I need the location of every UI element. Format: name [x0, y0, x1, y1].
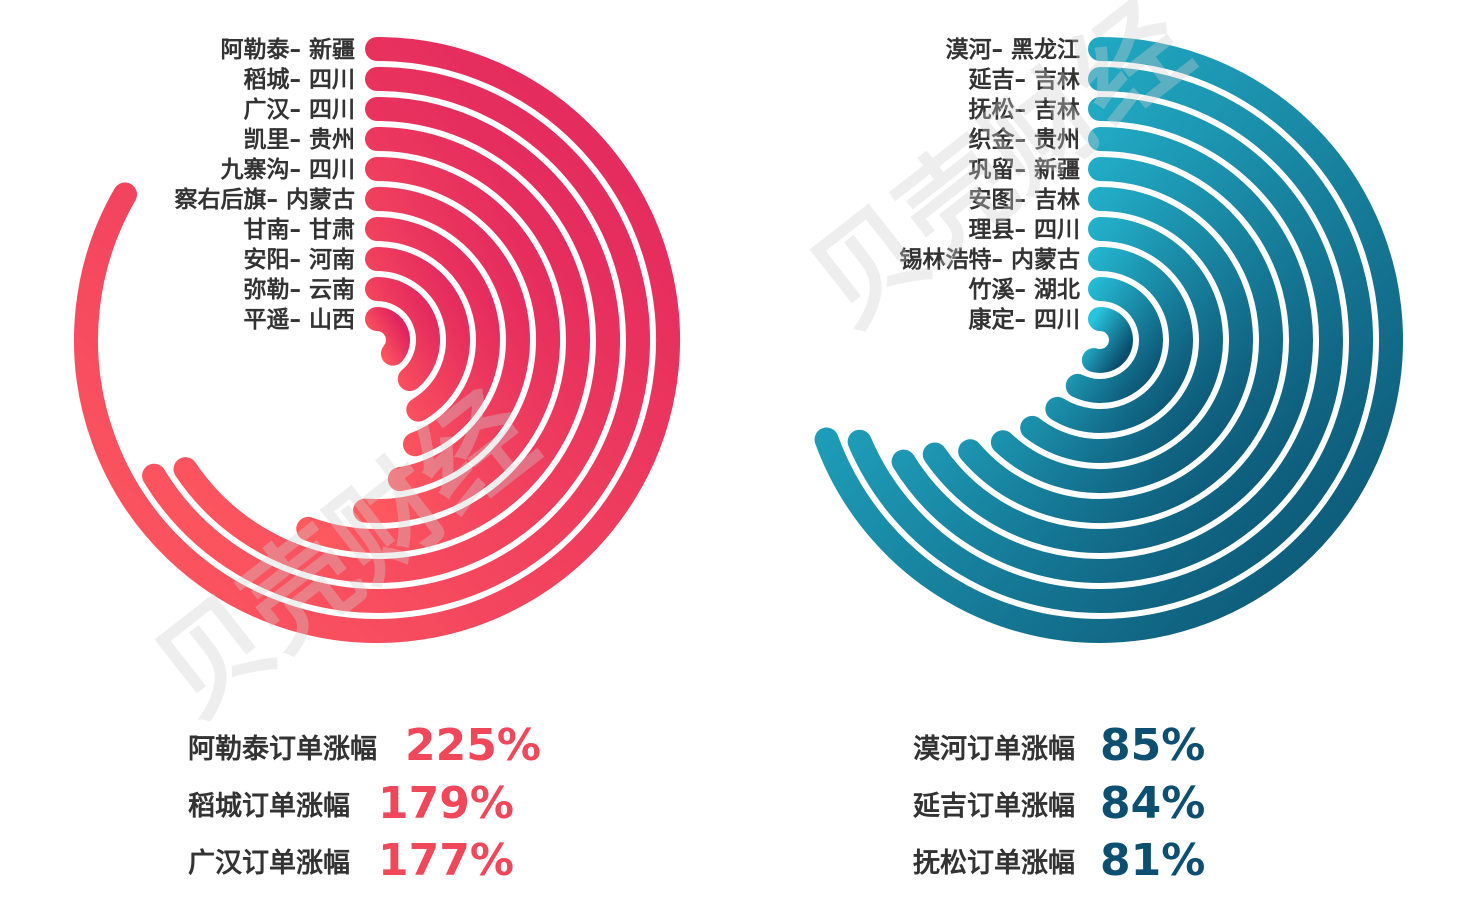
arc-bar [365, 217, 500, 457]
arc-bar [1065, 277, 1163, 403]
arc-bar [814, 37, 1403, 643]
arc-bar [365, 247, 470, 422]
left-highlight-2-value: 179% [378, 778, 514, 829]
right-highlight-1-label: 漠河订单涨幅 [913, 734, 1075, 765]
category-label: 察右后旗– 内蒙古 [174, 186, 355, 213]
arc-bar [296, 127, 590, 553]
category-label: 竹溪– 湖北 [967, 276, 1080, 303]
category-label: 锡林浩特– 内蒙古 [899, 246, 1080, 273]
arc-bar [1045, 247, 1193, 433]
category-label: 阿勒泰– 新疆 [220, 36, 355, 63]
category-label: 延吉– 吉林 [967, 66, 1080, 93]
right-highlight-2-value: 84% [1100, 778, 1205, 829]
left-highlight-2-label: 稻城订单涨幅 [188, 791, 350, 822]
arc-bar [365, 187, 530, 492]
category-label: 安阳– 河南 [243, 246, 355, 273]
category-label: 九寨沟– 四川 [219, 156, 355, 183]
category-label: 稻城– 四川 [243, 66, 355, 93]
arc-bar [1081, 307, 1133, 373]
left-highlights: 阿勒泰订单涨幅 225% 稻城订单涨幅 179% 广汉订单涨幅 177% [188, 720, 541, 886]
category-label: 抚松– 吉林 [968, 96, 1080, 123]
left-highlight-1-label: 阿勒泰订单涨幅 [188, 734, 377, 765]
right-highlights: 漠河订单涨幅 85% 延吉订单涨幅 84% 抚松订单涨幅 81% [912, 720, 1205, 886]
right-highlight-1-value: 85% [1100, 720, 1205, 771]
right-highlight-2-label: 延吉订单涨幅 [912, 791, 1075, 822]
right-highlight-3-value: 81% [1100, 835, 1205, 886]
arc-bar [891, 97, 1343, 583]
left-highlight-3-label: 广汉订单涨幅 [188, 848, 350, 879]
arc-bar [365, 307, 410, 366]
category-label: 理县– 四川 [968, 217, 1080, 243]
arc-bar [990, 187, 1253, 493]
left-highlight-1-value: 225% [405, 720, 541, 771]
category-label: 弥勒– 云南 [243, 276, 355, 303]
left-highlight-3-value: 177% [378, 835, 514, 886]
category-label: 凯里– 贵州 [243, 127, 355, 153]
category-label: 漠河– 黑龙江 [945, 37, 1080, 63]
category-label: 康定– 四川 [968, 306, 1080, 333]
arc-bar [958, 157, 1283, 523]
category-label: 织金– 贵州 [968, 126, 1080, 153]
arc-bar [74, 37, 680, 643]
category-label: 安图– 吉林 [968, 186, 1080, 213]
arc-bar [922, 127, 1313, 553]
right-highlight-3-label: 抚松订单涨幅 [913, 848, 1075, 879]
category-label: 平遥– 山西 [243, 307, 355, 333]
arc-bar [142, 67, 650, 613]
arc-bar [1020, 217, 1223, 463]
arc-bar [173, 97, 620, 583]
category-label: 巩留– 新疆 [968, 156, 1080, 183]
category-label: 甘南– 甘肃 [243, 217, 355, 243]
arc-bar [847, 67, 1373, 613]
arc-bar [365, 277, 440, 392]
category-label: 广汉– 四川 [243, 96, 355, 123]
arc-bar [353, 157, 561, 523]
